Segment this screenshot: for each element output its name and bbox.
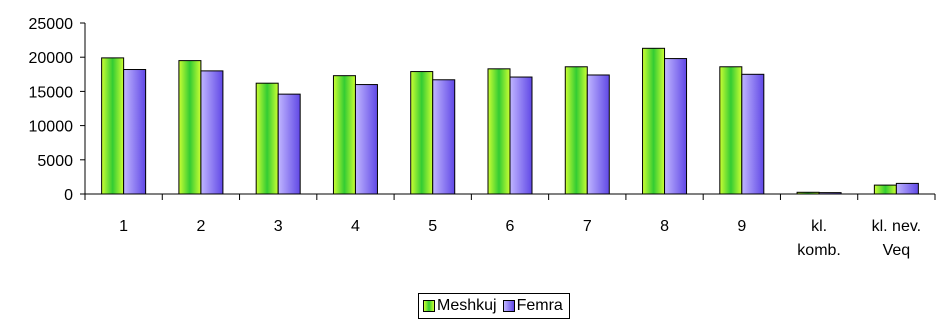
bar-meshkuj-7: [564, 66, 588, 195]
y-tick-label: 5000: [37, 153, 73, 170]
bar-meshkuj-9: [719, 66, 743, 195]
x-tick-label: 7: [583, 218, 592, 235]
x-tick-label: Veq: [883, 242, 911, 259]
bar-femra-4: [354, 84, 378, 195]
x-tick-label: kl. nev.: [872, 218, 922, 235]
bar-femra-11: [895, 182, 919, 195]
bar-femra-5: [432, 79, 456, 195]
legend-item-meshkuj: Meshkuj: [423, 298, 497, 314]
bar-meshkuj-4: [332, 75, 356, 195]
legend-swatch-meshkuj: [423, 300, 435, 312]
x-axis: 1 2 3 4 5 6 7 8 9 kl. komb. kl. nev. Veq: [84, 193, 936, 259]
bars: [101, 47, 919, 195]
y-tick-label: 25000: [29, 16, 74, 33]
legend: Meshkuj Femra: [418, 293, 570, 319]
x-tick-label: 3: [274, 218, 283, 235]
y-tick-label: 15000: [29, 84, 74, 101]
bar-femra-8: [664, 58, 688, 195]
bar-meshkuj-2: [178, 60, 202, 195]
bar-meshkuj-11: [873, 184, 897, 195]
bar-femra-3: [277, 93, 301, 195]
bar-meshkuj-8: [642, 47, 666, 195]
bar-meshkuj-1: [101, 57, 125, 195]
x-tick-label: kl.: [811, 218, 827, 235]
y-tick-label: 0: [64, 187, 73, 204]
bar-femra-9: [741, 73, 765, 195]
bar-femra-1: [123, 69, 147, 195]
bar-meshkuj-5: [410, 71, 434, 195]
x-tick-label: 8: [660, 218, 669, 235]
legend-label-meshkuj: Meshkuj: [437, 297, 497, 314]
bar-femra-2: [200, 70, 224, 195]
bar-femra-6: [509, 76, 533, 195]
bar-meshkuj-6: [487, 68, 511, 195]
x-tick-label: komb.: [797, 242, 841, 259]
bar-meshkuj-3: [255, 82, 279, 195]
y-axis: 0 5000 10000 15000 20000 25000: [29, 16, 86, 204]
x-tick-label: 1: [119, 218, 128, 235]
y-tick-label: 10000: [29, 119, 74, 136]
x-tick-label: 6: [506, 218, 515, 235]
bar-femra-7: [586, 74, 610, 195]
x-tick-label: 5: [428, 218, 437, 235]
y-tick-label: 20000: [29, 50, 74, 67]
x-tick-label: 9: [737, 218, 746, 235]
x-tick-label: 4: [351, 218, 360, 235]
legend-item-femra: Femra: [502, 297, 563, 314]
legend-swatch-femra: [502, 300, 515, 312]
legend-label-femra: Femra: [516, 297, 563, 314]
x-tick-label: 2: [196, 218, 205, 235]
